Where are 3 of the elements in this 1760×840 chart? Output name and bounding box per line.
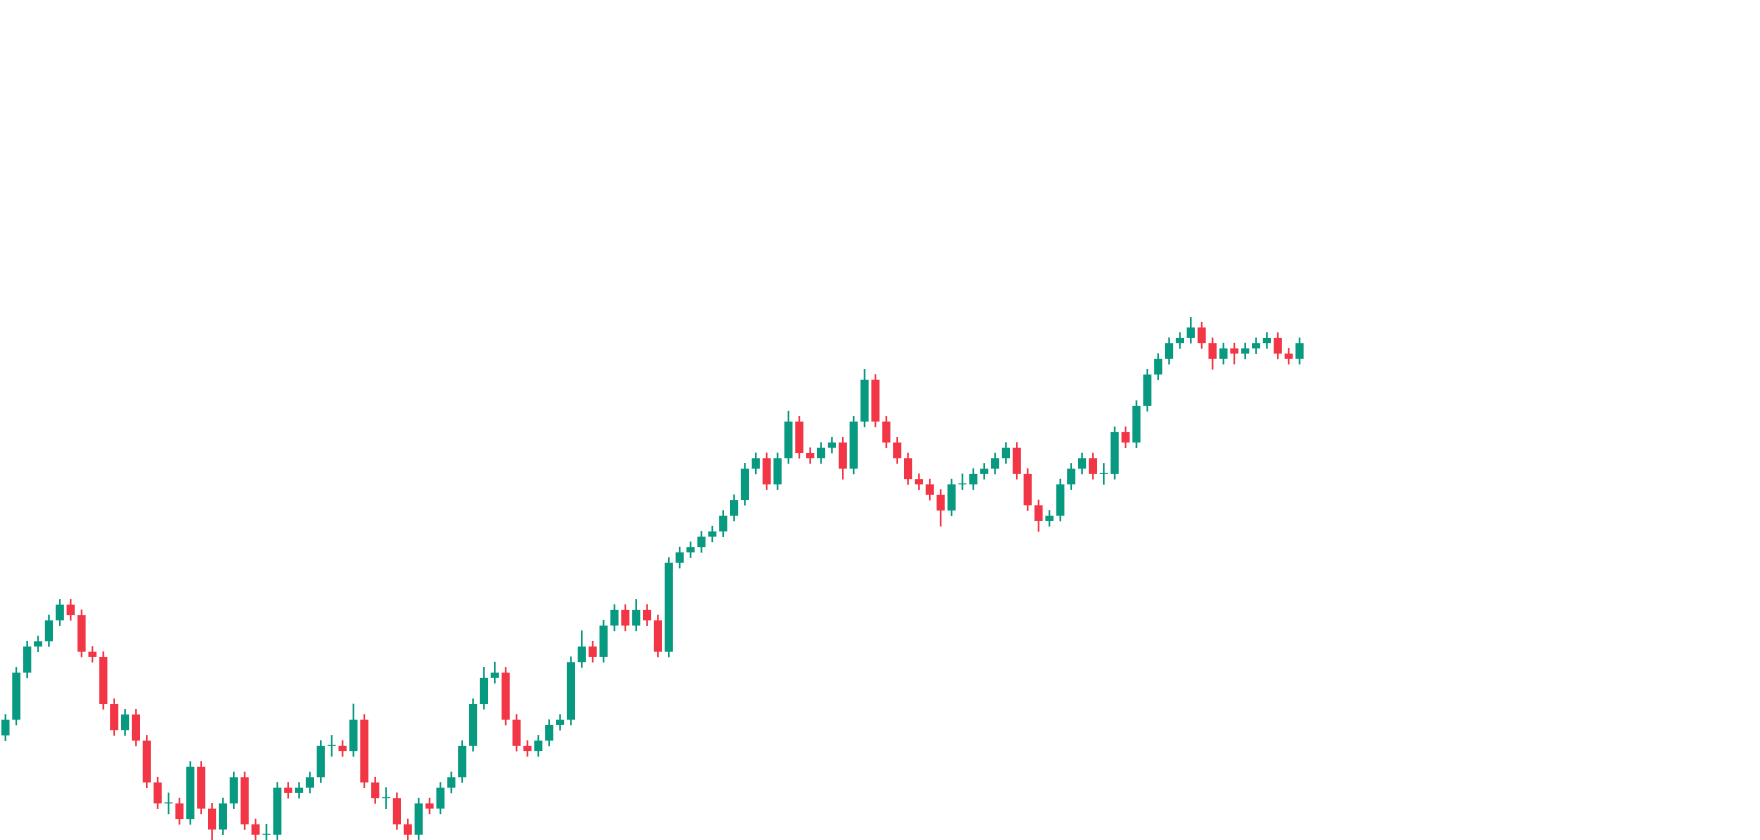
candlestick (1099, 463, 1108, 485)
candlestick (327, 735, 336, 757)
candlestick (381, 787, 391, 809)
